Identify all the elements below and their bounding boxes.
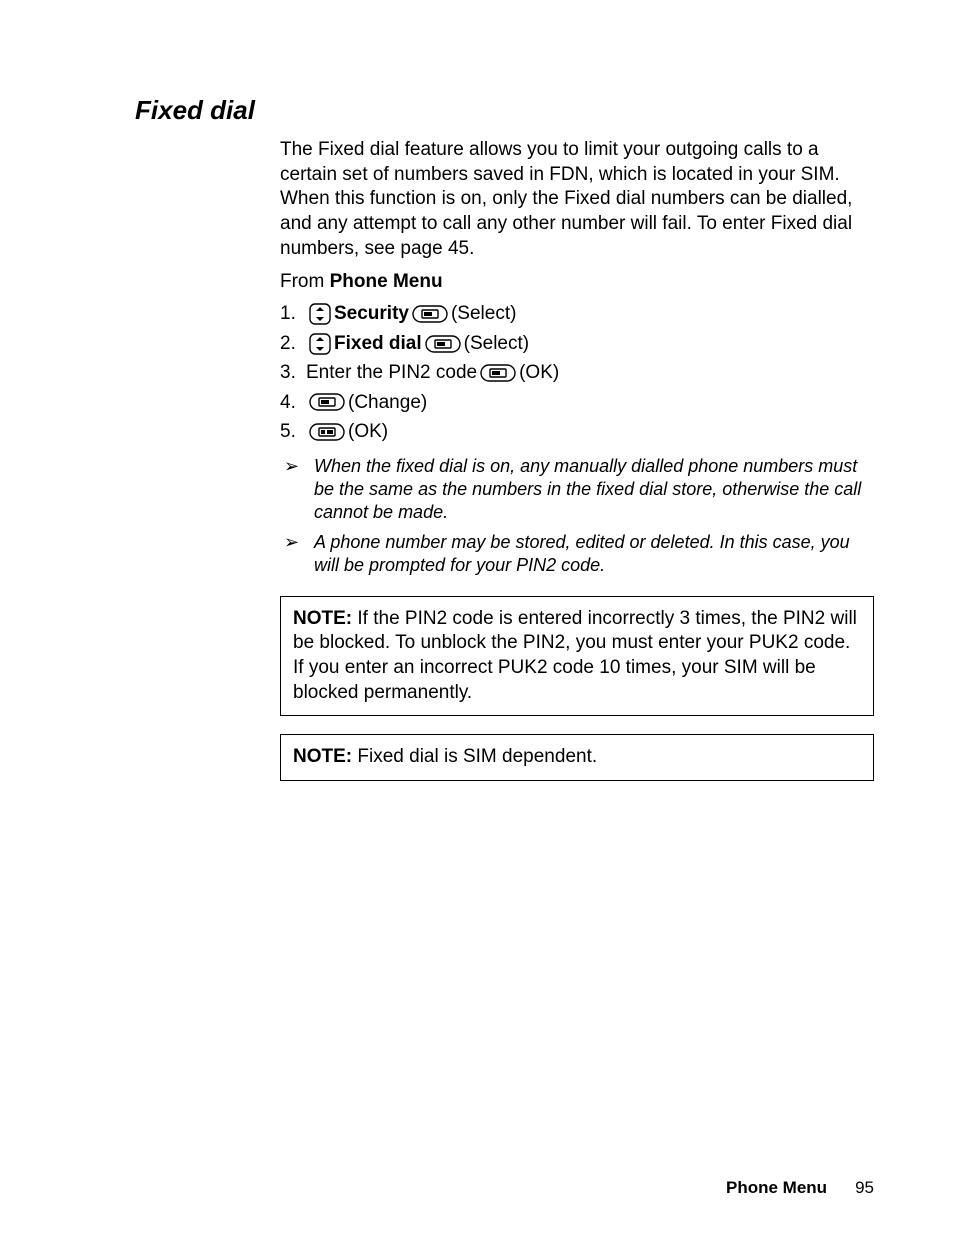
bullet-text: When the fixed dial is on, any manually … xyxy=(314,455,874,525)
step-bold: Fixed dial xyxy=(334,329,422,358)
step-4: 4. (Change) xyxy=(280,388,874,417)
note-text: If the PIN2 code is entered incorrectly … xyxy=(293,608,857,703)
note-box-2: NOTE: Fixed dial is SIM dependent. xyxy=(280,734,874,781)
bullet-marker: ➢ xyxy=(280,455,314,525)
soft-key-icon xyxy=(309,393,345,411)
step-1: 1. Security (Select) xyxy=(280,299,874,328)
section-heading: Fixed dial xyxy=(135,95,874,126)
step-bold: Security xyxy=(334,299,409,328)
nav-key-icon xyxy=(309,333,331,355)
footer-section: Phone Menu xyxy=(726,1178,827,1197)
step-after: (Change) xyxy=(348,388,427,417)
from-prefix: From xyxy=(280,271,330,292)
from-menu: Phone Menu xyxy=(330,271,443,292)
page-footer: Phone Menu 95 xyxy=(726,1178,874,1198)
step-2: 2. Fixed dial (Select) xyxy=(280,329,874,358)
step-number: 1. xyxy=(280,299,306,328)
nav-key-icon xyxy=(309,303,331,325)
step-number: 4. xyxy=(280,388,306,417)
note-label: NOTE: xyxy=(293,746,352,767)
bullet-list: ➢ When the fixed dial is on, any manuall… xyxy=(280,455,874,578)
bullet-marker: ➢ xyxy=(280,531,314,578)
step-list: 1. Security (Select) 2. Fixed dial (Sele… xyxy=(280,299,874,446)
from-line: From Phone Menu xyxy=(280,271,874,293)
step-after: (OK) xyxy=(348,417,388,446)
note-label: NOTE: xyxy=(293,608,352,629)
soft-key-icon xyxy=(425,335,461,353)
bullet-item: ➢ A phone number may be stored, edited o… xyxy=(280,531,874,578)
step-after: (OK) xyxy=(519,358,559,387)
note-text: Fixed dial is SIM dependent. xyxy=(352,746,597,767)
step-after: (Select) xyxy=(451,299,516,328)
content-block: The Fixed dial feature allows you to lim… xyxy=(280,138,874,781)
soft-key-icon xyxy=(480,364,516,382)
soft-key-icon xyxy=(309,423,345,441)
step-after: (Select) xyxy=(464,329,529,358)
step-number: 3. xyxy=(280,358,306,387)
step-text-before: Enter the PIN2 code xyxy=(306,358,477,387)
step-5: 5. (OK) xyxy=(280,417,874,446)
footer-page-number: 95 xyxy=(855,1178,874,1197)
soft-key-icon xyxy=(412,305,448,323)
bullet-item: ➢ When the fixed dial is on, any manuall… xyxy=(280,455,874,525)
intro-paragraph: The Fixed dial feature allows you to lim… xyxy=(280,138,874,261)
step-number: 2. xyxy=(280,329,306,358)
step-number: 5. xyxy=(280,417,306,446)
note-box-1: NOTE: If the PIN2 code is entered incorr… xyxy=(280,596,874,717)
bullet-text: A phone number may be stored, edited or … xyxy=(314,531,874,578)
step-3: 3. Enter the PIN2 code (OK) xyxy=(280,358,874,387)
